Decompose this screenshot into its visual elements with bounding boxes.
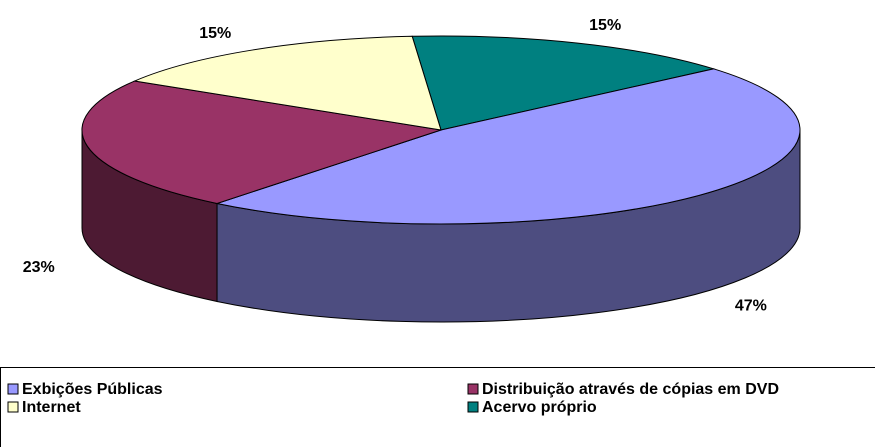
slice: [411, 35, 716, 131]
slice: [215, 68, 801, 225]
pie: 15% 47% 23% 15%: [23, 17, 801, 323]
data-label: 23%: [23, 259, 55, 276]
slice: [132, 35, 442, 131]
legend-swatch: [467, 383, 479, 395]
legend-label: Acervo próprio: [482, 399, 597, 416]
data-label: 47%: [735, 298, 767, 315]
legend-swatch: [7, 401, 19, 413]
legend-swatch: [7, 383, 19, 395]
legend-label: Internet: [22, 399, 81, 416]
slice: [81, 80, 442, 204]
legend-box: [0, 367, 875, 447]
data-label: 15%: [199, 25, 231, 42]
legend: Exbições Públicas Distribuição através de…: [7, 381, 779, 416]
legend-label: Distribuição através de cópias em DVD: [482, 381, 779, 398]
legend-label: Exbições Públicas: [22, 381, 163, 398]
data-label: 15%: [589, 17, 621, 34]
legend-swatch: [467, 401, 479, 413]
